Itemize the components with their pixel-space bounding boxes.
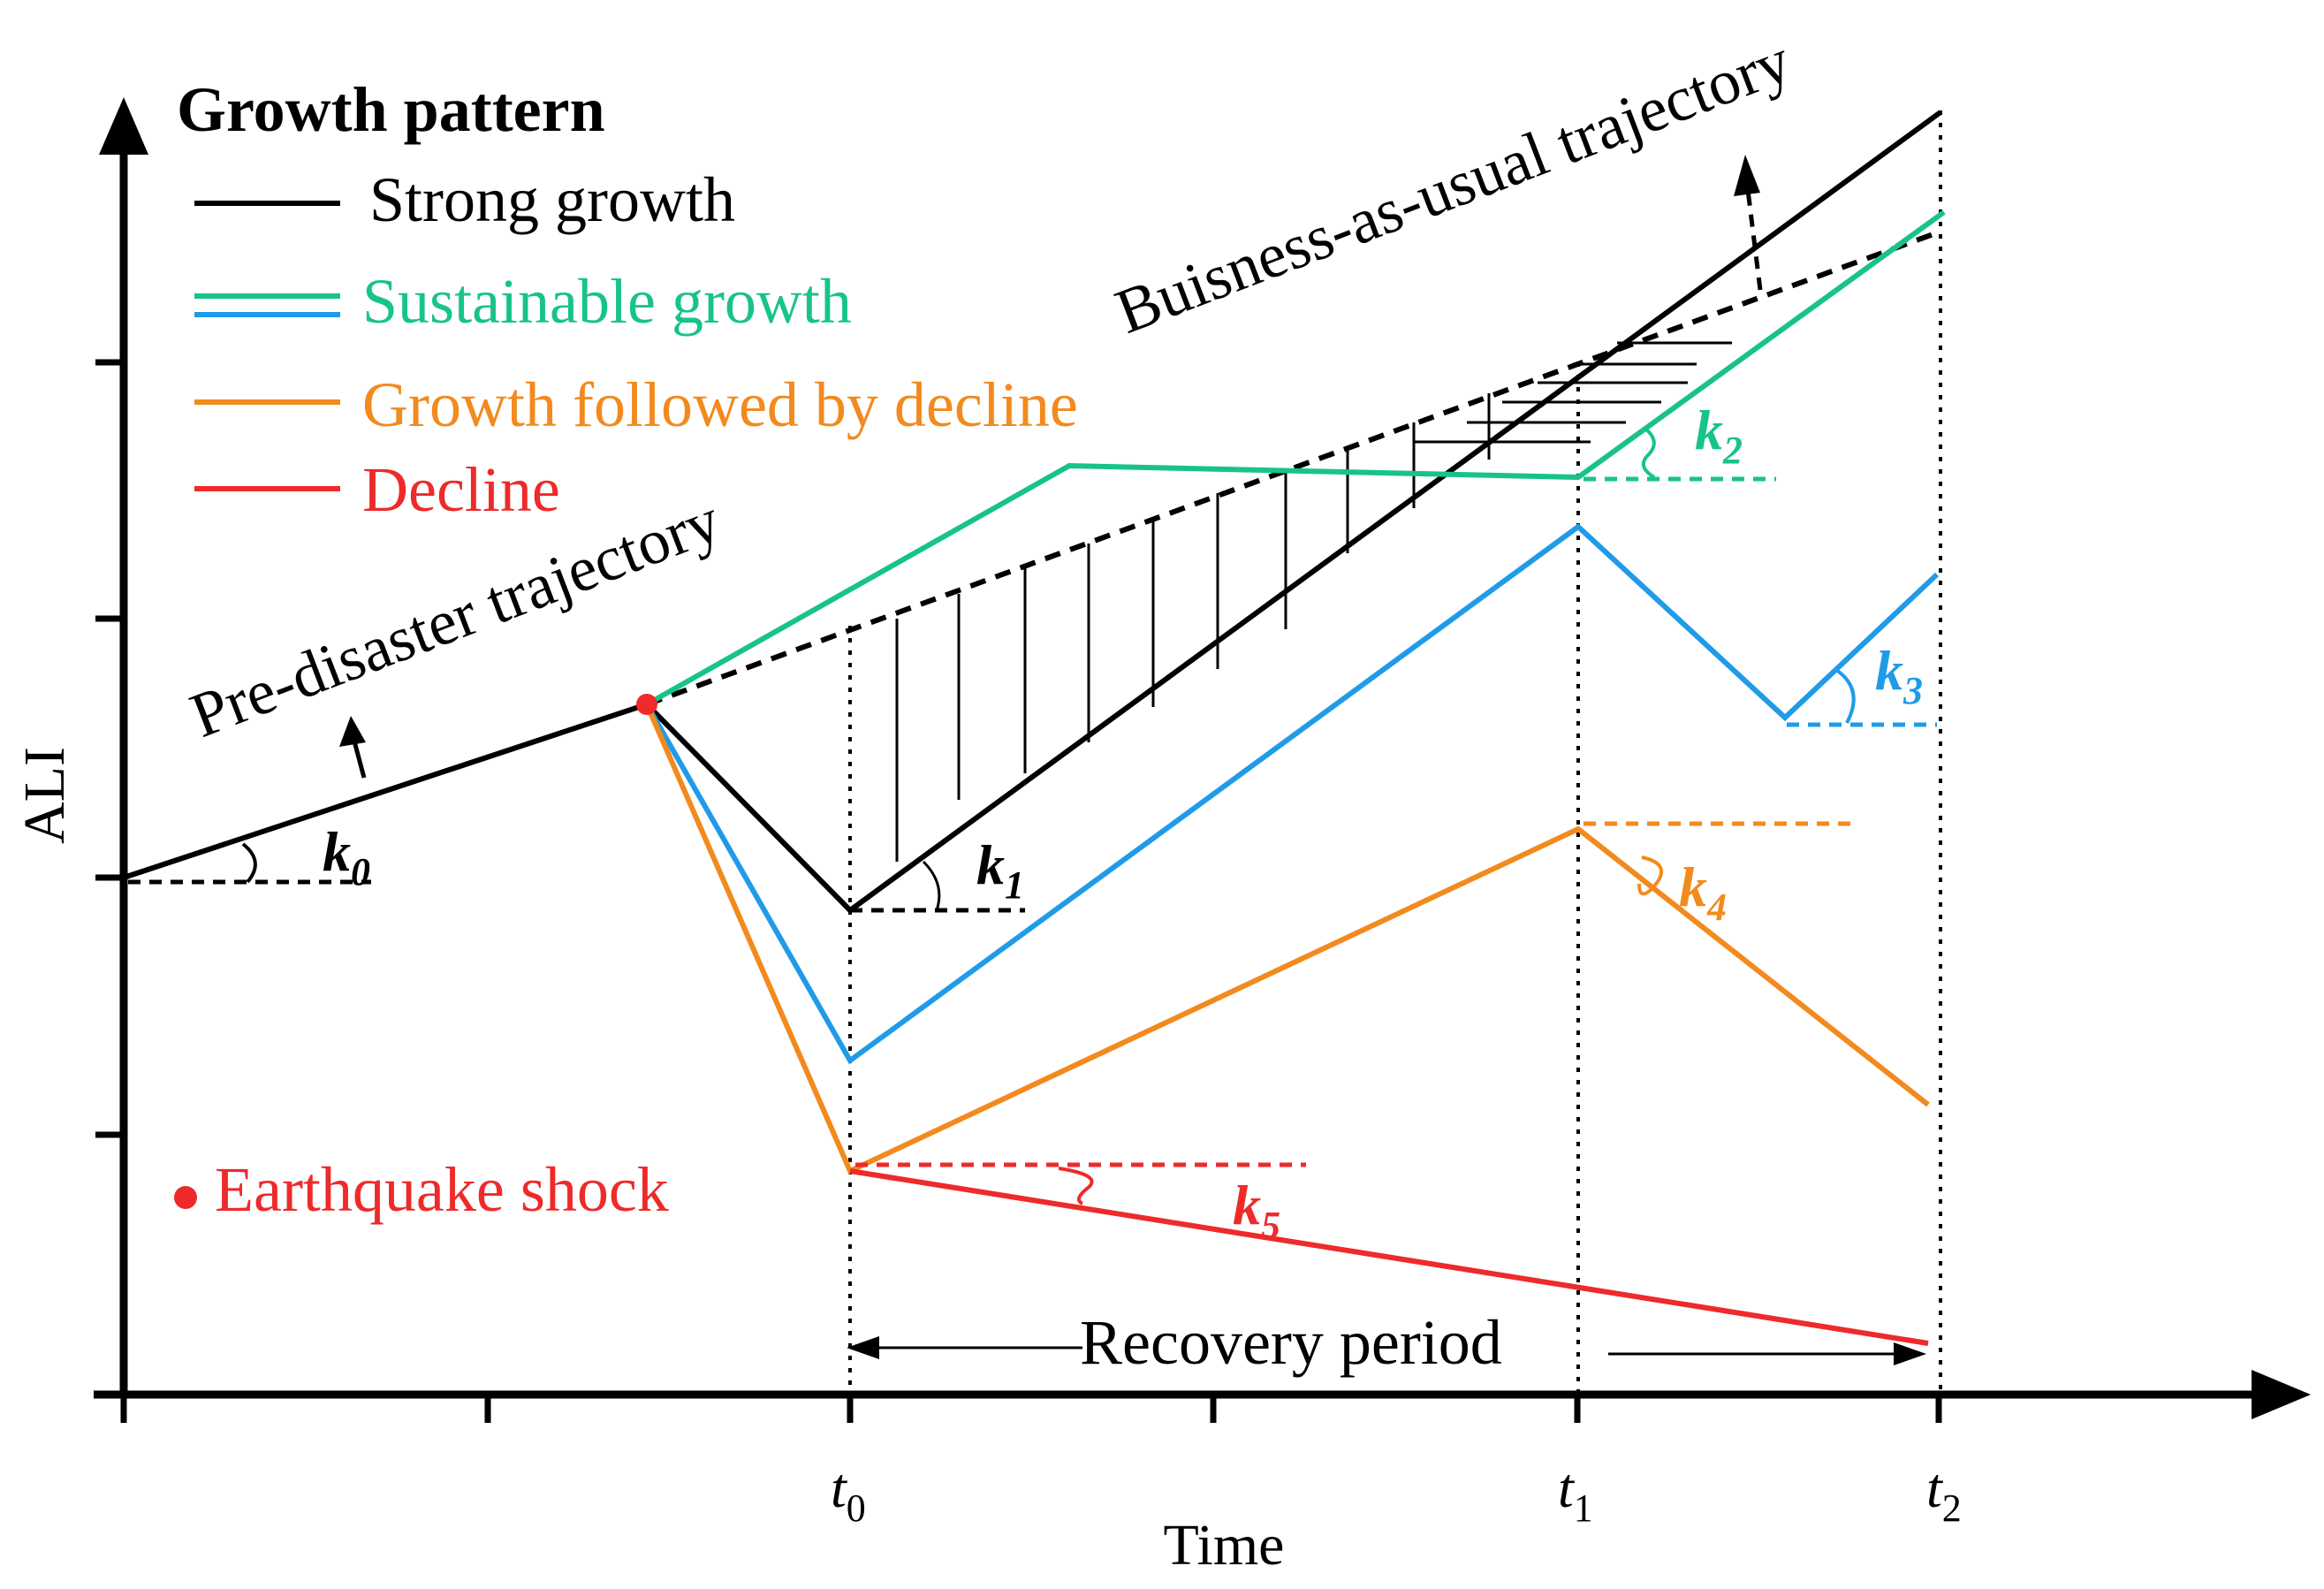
growth-followed-by-decline-line [644,703,1930,1175]
k4-slope-marker [1584,821,1851,896]
sustainable-growth-blue-line [644,523,1940,1065]
y-axis [95,97,148,1395]
legend-label-growth-decline: Growth followed by decline [362,369,1078,440]
k5-slope-marker [855,1162,1306,1205]
tick-label-t2: t2 [1926,1456,1962,1530]
decline-line [849,1168,1929,1346]
legend-label-decline: Decline [362,454,560,525]
tick-label-t1: t1 [1558,1456,1593,1530]
k0-label: k0 [323,820,370,893]
legend: Growth pattern Strong growth Sustainable… [174,74,1078,1225]
legend-title: Growth pattern [177,74,605,145]
business-as-usual-dashed-line [645,229,1942,707]
legend-shock-dot [174,1186,197,1209]
tick-label-t0: t0 [831,1456,866,1530]
business-as-usual-label: Buisness-as-usual trajectory [1106,25,1800,347]
k0-slope-marker [128,716,371,885]
k5-label: k5 [1233,1174,1280,1247]
k3-slope-marker [1787,668,1937,727]
pre-disaster-trajectory-line [123,702,648,880]
k3-label: k3 [1875,639,1923,712]
legend-label-strong: Strong growth [369,164,735,235]
y-axis-label: ALI [12,747,77,844]
k2-label: k2 [1695,399,1743,472]
recovery-period-label: Recovery period [1080,1307,1502,1378]
k4-label: k4 [1679,855,1727,929]
k1-label: k1 [976,833,1024,907]
time-guides [848,110,1942,1395]
x-axis-label: Time [1164,1513,1285,1578]
k2-slope-marker [1584,427,1776,482]
loss-area-hatching [895,341,1732,862]
legend-label-shock: Earthquake shock [215,1154,669,1225]
k1-slope-marker [850,860,1025,913]
recovery-period-arrow [847,1336,1926,1365]
x-axis [94,1370,2311,1423]
earthquake-shock-point [636,694,657,715]
sustainable-growth-green-line [645,209,1946,707]
legend-label-sustainable: Sustainable growth [362,266,852,337]
bau-arrow [1734,155,1763,291]
